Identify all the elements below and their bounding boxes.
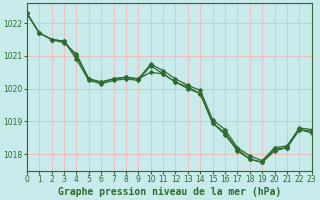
X-axis label: Graphe pression niveau de la mer (hPa): Graphe pression niveau de la mer (hPa) [58,186,281,197]
